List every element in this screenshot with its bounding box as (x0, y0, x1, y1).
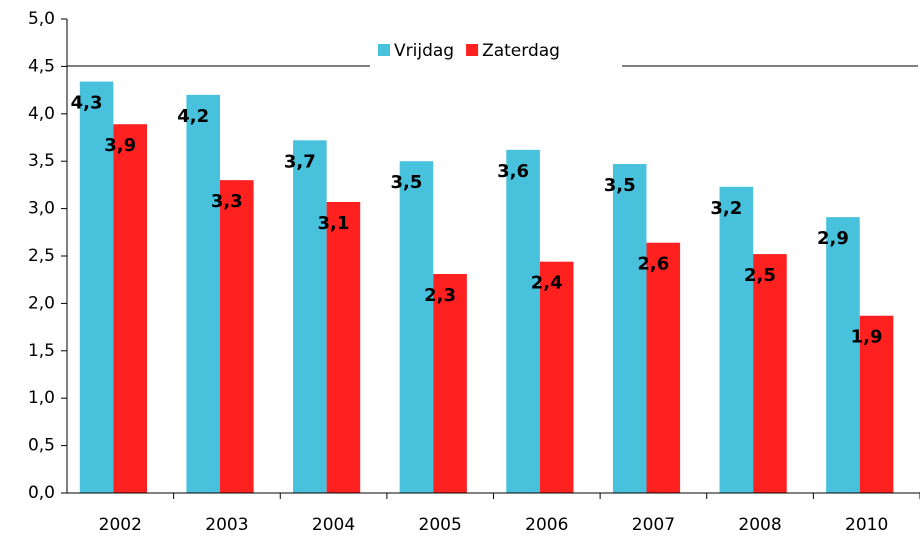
x-tick-label: 2002 (99, 515, 142, 535)
bar (719, 186, 754, 493)
value-label: 1,9 (851, 327, 883, 348)
value-label: 3,6 (497, 161, 529, 182)
y-tick-label: 2,0 (28, 293, 55, 313)
y-tick-label: 4,5 (28, 56, 55, 76)
legend-label: Zaterdag (482, 41, 560, 61)
bar (186, 94, 221, 493)
x-tick-label: 2003 (205, 515, 248, 535)
value-label: 3,9 (104, 135, 136, 156)
y-tick-label: 3,5 (28, 151, 55, 171)
value-label: 2,6 (637, 254, 669, 275)
value-label: 2,9 (817, 228, 849, 249)
legend-swatch (378, 44, 390, 56)
legend-label: Vrijdag (394, 41, 454, 61)
bar (826, 217, 860, 493)
y-tick-label: 1,5 (28, 341, 55, 361)
value-label: 3,1 (317, 213, 349, 234)
y-tick-label: 2,5 (28, 246, 55, 266)
bar (506, 149, 540, 493)
x-tick-label: 2010 (845, 515, 888, 535)
y-tick-label: 1,0 (28, 388, 55, 408)
value-label: 2,4 (531, 273, 563, 294)
bar (859, 315, 894, 493)
value-label: 4,2 (177, 106, 209, 127)
bar (293, 140, 327, 493)
value-label: 3,5 (391, 172, 423, 193)
bar (326, 201, 361, 494)
x-tick-label: 2007 (632, 515, 675, 535)
x-tick-label: 2008 (738, 515, 781, 535)
bar (753, 254, 787, 493)
y-tick-label: 3,0 (28, 199, 55, 219)
bar (399, 161, 434, 493)
bar (433, 274, 467, 493)
x-tick-label: 2004 (312, 515, 355, 535)
bar (612, 164, 647, 493)
value-label: 2,3 (424, 285, 456, 306)
value-label: 2,5 (744, 265, 776, 286)
bar (113, 124, 147, 493)
y-tick-label: 5,0 (28, 9, 55, 29)
value-label: 4,3 (71, 93, 103, 114)
x-tick-label: 2006 (525, 515, 568, 535)
y-tick-label: 4,0 (28, 104, 55, 124)
value-label: 3,3 (211, 191, 243, 212)
value-label: 3,7 (284, 151, 316, 172)
value-label: 3,2 (710, 198, 742, 219)
legend-swatch (466, 44, 479, 56)
bar (646, 242, 681, 493)
bar (79, 81, 114, 494)
y-tick-label: 0,0 (28, 483, 55, 503)
bar (539, 261, 574, 493)
value-label: 3,5 (604, 175, 636, 196)
x-tick-label: 2005 (419, 515, 462, 535)
y-tick-label: 0,5 (28, 436, 55, 456)
bar (220, 180, 254, 493)
